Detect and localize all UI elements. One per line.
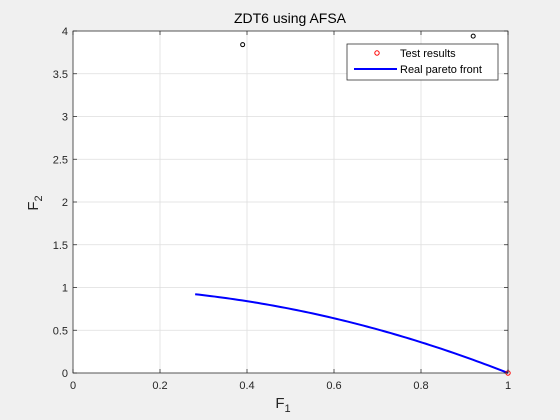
- pareto-front-line: [195, 293, 509, 374]
- y-tick-label: 2.5: [53, 154, 68, 166]
- outlier-point: [470, 33, 476, 39]
- x-tick-label: 0.8: [413, 380, 428, 392]
- y-tick-label: 2: [62, 197, 68, 209]
- y-axis-label-subscript: 2: [33, 195, 45, 201]
- y-tick-label: 4: [62, 26, 68, 38]
- x-tick-labels: 0 0.2 0.4 0.6 0.8 1: [70, 380, 511, 392]
- x-axis-label: F1: [275, 395, 290, 415]
- x-axis-label-subscript: 1: [285, 403, 291, 415]
- legend: Test results Real pareto front: [346, 43, 499, 81]
- x-tick-label: 0: [70, 380, 76, 392]
- y-tick-label: 0: [62, 368, 68, 380]
- pareto-front-curve: [195, 293, 509, 374]
- y-tick-label: 0.5: [53, 325, 68, 337]
- y-axis-label: F2: [25, 195, 45, 210]
- y-axis-label-main: F: [25, 201, 42, 210]
- x-tick-label: 0.6: [326, 380, 341, 392]
- y-tick-label: 1.5: [53, 240, 68, 252]
- y-tick-labels: 0 0.5 1 1.5 2 2.5 3 3.5 4: [53, 26, 68, 380]
- x-axis-label-main: F: [275, 395, 284, 412]
- legend-label-test-results: Test results: [400, 48, 456, 60]
- legend-marker-test-results: [374, 50, 380, 56]
- x-tick-label: 1: [505, 380, 511, 392]
- outlier-point: [240, 42, 246, 48]
- y-tick-label: 1: [62, 283, 68, 295]
- legend-label-pareto-front: Real pareto front: [400, 64, 482, 76]
- chart-title: ZDT6 using AFSA: [234, 10, 347, 26]
- x-tick-label: 0.4: [239, 380, 254, 392]
- tick-marks: [72, 30, 509, 374]
- y-tick-label: 3.5: [53, 69, 68, 81]
- x-tick-label: 0.2: [152, 380, 167, 392]
- legend-box: [346, 43, 499, 81]
- y-tick-label: 3: [62, 112, 68, 124]
